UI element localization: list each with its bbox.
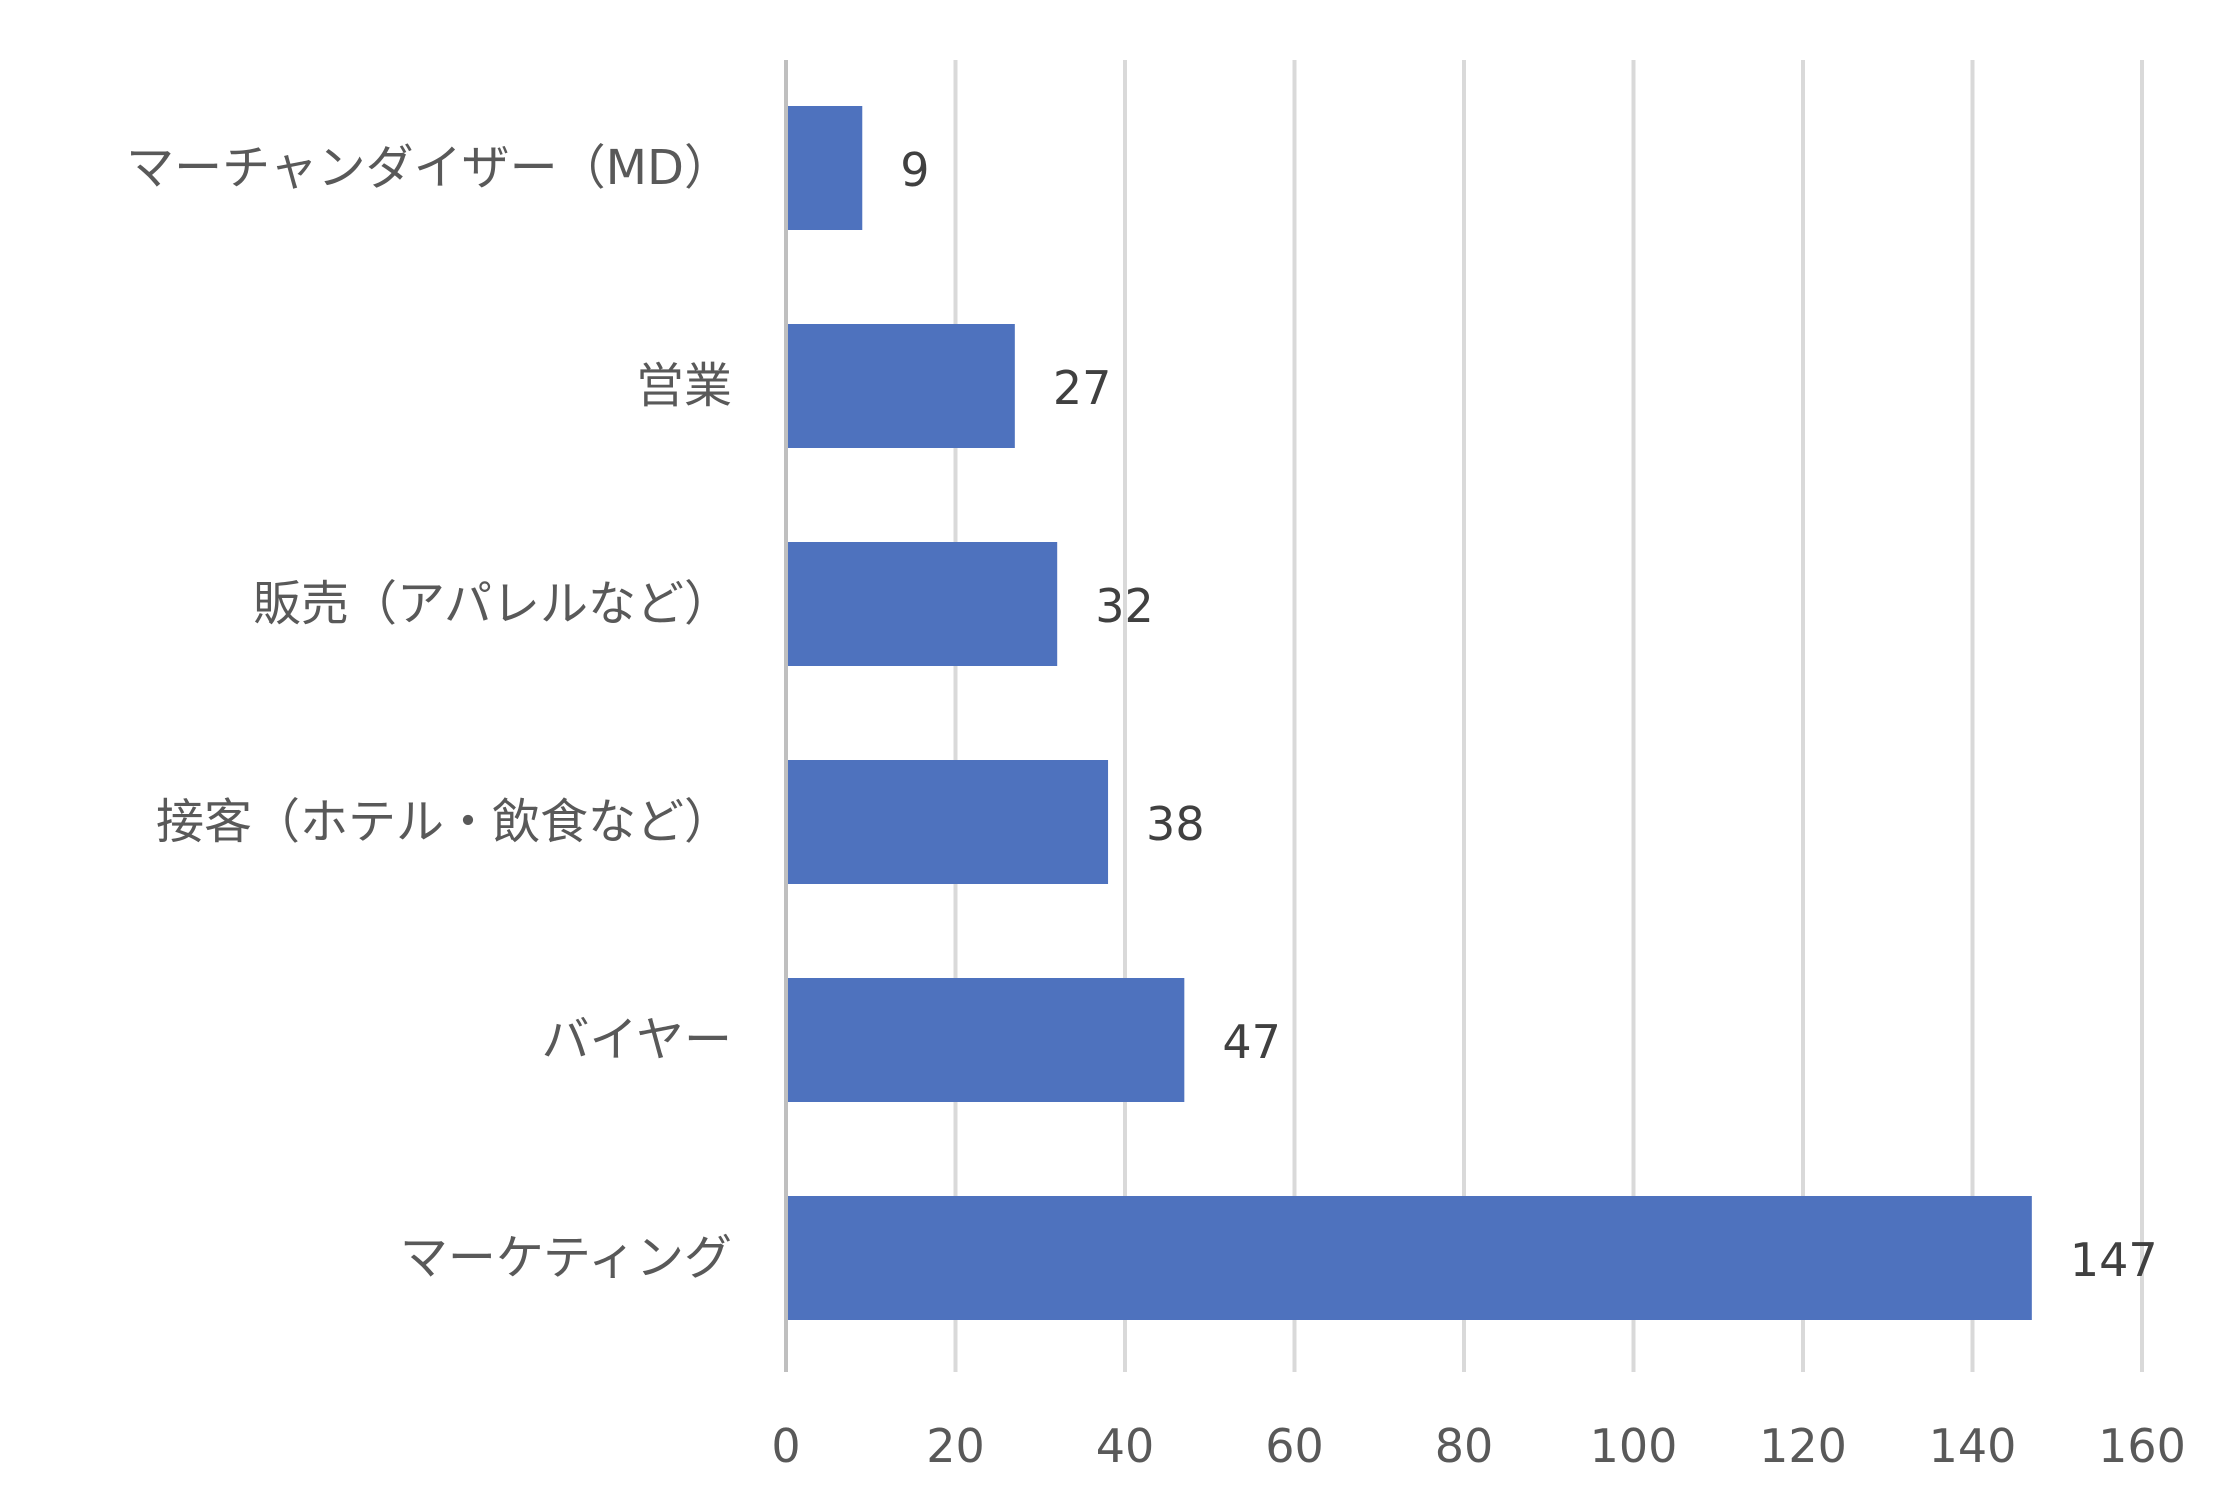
bar-1: [786, 324, 1015, 448]
gridlines: [953, 60, 2144, 1372]
category-label-5: マーケティング: [400, 1230, 732, 1286]
bar-4: [786, 978, 1185, 1102]
x-tick-label-120: 120: [1759, 1419, 1847, 1473]
category-label-3: 接客（ホテル・飲食など）: [156, 794, 732, 850]
x-tick-label-0: 0: [771, 1419, 800, 1473]
x-tick-label-20: 20: [926, 1419, 985, 1473]
x-tick-label-80: 80: [1435, 1419, 1494, 1473]
bar-2: [786, 542, 1058, 666]
category-label-0: マーチャンダイザー（MD）: [126, 140, 732, 196]
x-tick-label-40: 40: [1096, 1419, 1155, 1473]
bars: [786, 106, 2032, 1320]
x-tick-label-100: 100: [1590, 1419, 1678, 1473]
data-label-0: 9: [900, 143, 929, 197]
category-label-2: 販売（アパレルなど）: [253, 576, 732, 632]
data-label-2: 32: [1095, 579, 1154, 633]
x-tick-label-60: 60: [1265, 1419, 1324, 1473]
bar-5: [786, 1196, 2032, 1320]
bar-3: [786, 760, 1109, 884]
data-label-5: 147: [2070, 1233, 2158, 1287]
data-label-3: 38: [1146, 797, 1205, 851]
category-label-4: バイヤー: [541, 1012, 732, 1068]
x-tick-label-160: 160: [2098, 1419, 2186, 1473]
labels: 0 20 40 60 80 100 120 140 160 マーチャンダイザー（MD） 9 営業 27 販…: [126, 140, 2186, 1473]
bar-0: [786, 106, 863, 230]
data-label-1: 27: [1053, 361, 1112, 415]
x-tick-label-140: 140: [1929, 1419, 2017, 1473]
category-label-1: 営業: [636, 358, 732, 414]
data-label-4: 47: [1222, 1015, 1281, 1069]
